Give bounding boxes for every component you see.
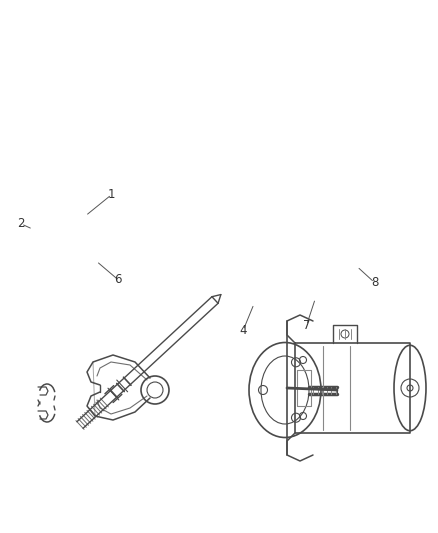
Text: 7: 7 xyxy=(303,319,311,332)
Text: 8: 8 xyxy=(371,276,378,289)
Text: 1: 1 xyxy=(108,188,116,201)
Text: 6: 6 xyxy=(114,273,122,286)
Text: 4: 4 xyxy=(239,324,247,337)
Text: 2: 2 xyxy=(17,217,25,230)
